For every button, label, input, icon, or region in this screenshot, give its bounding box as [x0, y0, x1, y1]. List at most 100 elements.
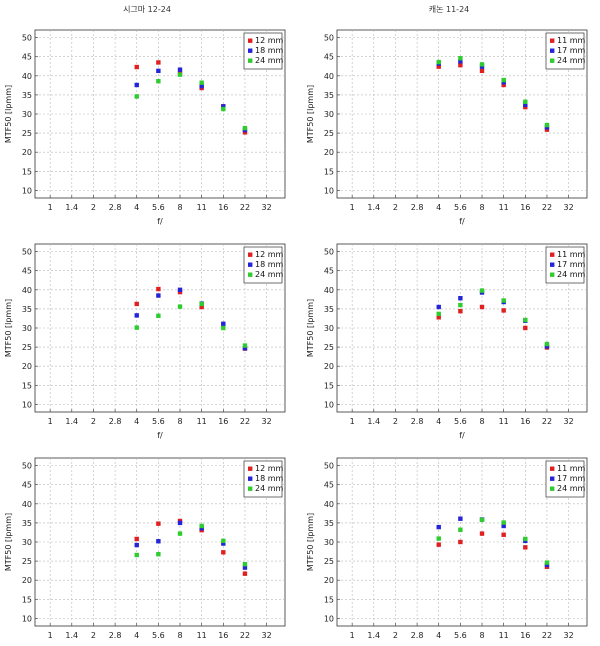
data-point-24mm-f5.6 — [156, 78, 161, 84]
y-tick-label: 35 — [22, 519, 32, 528]
data-point-11mm-f5.6 — [458, 62, 463, 68]
x-tick-label: 32 — [262, 203, 272, 212]
legend-label: 12 mm — [255, 250, 284, 259]
y-tick-label: 10 — [22, 614, 32, 623]
legend-label: 24 mm — [255, 56, 284, 65]
x-tick-label: 2.8 — [411, 203, 424, 212]
x-tick-label: 1.4 — [65, 631, 78, 640]
data-point-24mm-f16 — [221, 538, 226, 544]
y-tick-label: 35 — [22, 305, 32, 314]
legend-marker — [550, 252, 555, 257]
y-tick-label: 20 — [324, 148, 334, 157]
x-tick-label: 1 — [350, 631, 355, 640]
legend-label: 12 mm — [255, 464, 284, 473]
x-tick-label: 5.6 — [454, 203, 467, 212]
data-point-17mm-f5.6 — [458, 516, 463, 521]
data-point-12mm-f4 — [134, 64, 139, 70]
x-tick-label: 2 — [91, 417, 96, 426]
x-tick-label: 16 — [218, 631, 228, 640]
data-point-17mm-f5.6 — [458, 296, 463, 301]
y-tick-label: 25 — [324, 557, 334, 566]
y-tick-label: 40 — [22, 72, 32, 81]
x-tick-label: 1.4 — [367, 417, 380, 426]
data-point-18mm-f16 — [221, 321, 226, 326]
x-tick-label: 32 — [564, 631, 574, 640]
x-tick-label: 32 — [262, 417, 272, 426]
data-point-11mm-f16 — [523, 325, 528, 331]
y-tick-label: 25 — [22, 129, 32, 138]
y-tick-label: 30 — [324, 324, 334, 333]
y-tick-label: 50 — [324, 248, 334, 257]
legend-label: 18 mm — [255, 474, 284, 483]
x-tick-label: 2.8 — [109, 417, 122, 426]
y-tick-label: 15 — [324, 381, 334, 390]
data-point-24mm-f5.6 — [156, 313, 161, 318]
legend-label: 11 mm — [557, 250, 586, 259]
x-tick-label: 32 — [564, 417, 574, 426]
data-point-24mm-f11 — [199, 80, 204, 85]
legend-marker — [550, 486, 555, 491]
chart-panel-3: 10 15 20 25 30 35 40 45 50 1 1.4 2 2.8 4 5.6 8 11 16 22 32 f… — [4, 243, 286, 440]
y-tick-label: 45 — [324, 481, 334, 490]
x-tick-label: 5.6 — [454, 417, 467, 426]
y-tick-label: 25 — [324, 129, 334, 138]
data-point-12mm-f16 — [221, 550, 226, 555]
y-tick-label: 25 — [22, 343, 32, 352]
x-tick-label: 2 — [393, 631, 398, 640]
chart-panel-2: 10 15 20 25 30 35 40 45 50 1 1.4 2 2.8 4 5.6 8 11 16 22 32 f… — [306, 29, 588, 226]
x-tick-label: 1 — [350, 417, 355, 426]
x-tick-label: 2 — [393, 417, 398, 426]
x-tick-label: 11 — [499, 631, 509, 640]
x-tick-label: 1.4 — [65, 203, 78, 212]
data-point-24mm-f22 — [544, 122, 550, 128]
data-point-17mm-f16 — [523, 102, 528, 108]
data-point-24mm-f4 — [134, 94, 139, 99]
y-tick-label: 20 — [22, 576, 32, 585]
y-tick-label: 20 — [324, 576, 334, 585]
legend-marker — [550, 48, 555, 53]
x-tick-label: 22 — [240, 417, 250, 426]
y-tick-label: 30 — [324, 110, 334, 119]
y-tick-label: 45 — [22, 53, 32, 62]
data-point-18mm-f22 — [242, 565, 248, 570]
y-tick-label: 30 — [22, 538, 32, 547]
y-tick-label: 30 — [22, 110, 32, 119]
y-tick-label: 45 — [324, 53, 334, 62]
data-point-11mm-f8 — [479, 304, 485, 310]
x-tick-label: 2.8 — [411, 631, 424, 640]
data-point-24mm-f4 — [436, 59, 441, 65]
x-tick-label: 22 — [240, 631, 250, 640]
data-point-24mm-f5.6 — [458, 302, 463, 308]
y-tick-label: 30 — [324, 538, 334, 547]
y-tick-label: 45 — [22, 267, 32, 276]
y-tick-label: 40 — [324, 72, 334, 81]
y-tick-label: 40 — [22, 286, 32, 295]
x-tick-label: 2.8 — [411, 417, 424, 426]
y-tick-label: 35 — [324, 305, 334, 314]
data-point-12mm-f8 — [177, 289, 183, 295]
y-tick-label: 15 — [22, 167, 32, 176]
data-point-24mm-f8 — [479, 288, 485, 293]
legend-marker — [248, 58, 253, 63]
y-tick-label: 10 — [324, 400, 334, 409]
y-tick-label: 25 — [324, 343, 334, 352]
x-axis-label: f/ — [459, 431, 465, 440]
data-point-17mm-f8 — [479, 64, 485, 69]
y-axis-label: MTF50 [lpmm] — [306, 513, 315, 571]
legend-marker — [248, 48, 253, 53]
x-tick-label: 22 — [542, 417, 552, 426]
y-tick-label: 15 — [22, 595, 32, 604]
data-point-18mm-f4 — [134, 82, 139, 88]
data-point-24mm-f4 — [436, 536, 441, 541]
x-tick-label: 32 — [262, 631, 272, 640]
y-tick-label: 40 — [22, 500, 32, 509]
data-point-11mm-f22 — [544, 127, 550, 132]
legend-label: 11 mm — [557, 464, 586, 473]
x-tick-label: 8 — [479, 203, 484, 212]
column-title-canon: 캐논 11-24 — [429, 5, 470, 14]
legend-label: 12 mm — [255, 36, 284, 45]
y-tick-label: 10 — [22, 400, 32, 409]
data-point-12mm-f5.6 — [156, 286, 161, 292]
y-tick-label: 15 — [22, 381, 32, 390]
legend-label: 18 mm — [255, 260, 284, 269]
